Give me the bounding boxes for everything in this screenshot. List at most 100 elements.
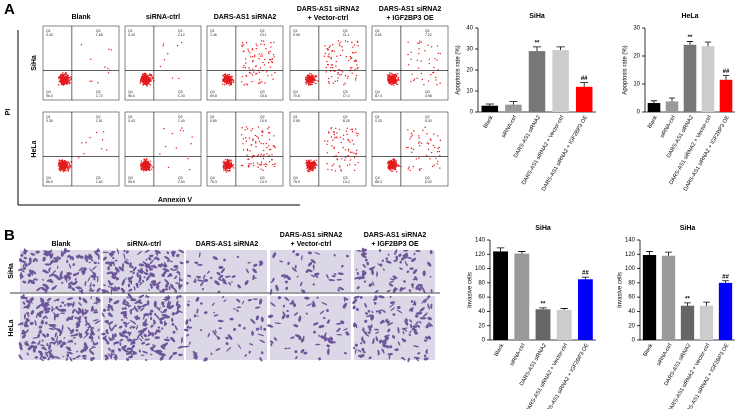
cell <box>108 321 114 325</box>
cell <box>92 319 99 322</box>
cell <box>56 298 60 302</box>
cell <box>398 254 402 257</box>
dot <box>142 164 145 166</box>
dot <box>392 81 394 83</box>
dot <box>356 64 358 66</box>
dot <box>146 160 149 163</box>
cell <box>345 331 350 336</box>
dot <box>332 139 334 141</box>
dot <box>171 77 174 79</box>
cell <box>188 326 193 329</box>
quadrant-value: 1.40 <box>178 119 185 123</box>
cell <box>384 336 390 340</box>
cell <box>250 318 256 324</box>
dot <box>326 60 328 63</box>
quadrant-value: 0.85 <box>210 119 217 123</box>
y-tick-label: 120 <box>475 252 486 258</box>
dot <box>89 136 91 139</box>
dot <box>305 76 307 78</box>
cell <box>113 333 117 338</box>
cell <box>145 258 148 261</box>
dot <box>263 164 265 166</box>
dot <box>268 160 271 163</box>
cell <box>270 342 273 347</box>
cell <box>164 288 169 291</box>
cell <box>285 286 289 291</box>
cell <box>413 356 421 360</box>
cell <box>102 251 109 254</box>
row-label: HeLa <box>31 140 38 157</box>
dot <box>265 165 267 168</box>
cell <box>112 276 117 279</box>
dot <box>140 163 143 166</box>
cell <box>236 298 241 303</box>
dot <box>250 56 252 58</box>
scatter-dots <box>304 40 359 86</box>
dot <box>255 47 258 50</box>
cell <box>377 350 381 355</box>
dot <box>418 52 420 55</box>
cell <box>129 262 132 268</box>
dot <box>89 80 91 82</box>
dot <box>334 80 337 82</box>
dot <box>147 77 149 80</box>
dot <box>246 148 249 150</box>
cell <box>101 312 105 318</box>
dot <box>337 151 340 154</box>
cell <box>72 263 75 267</box>
cell <box>314 252 321 255</box>
dot <box>257 82 260 85</box>
cell <box>352 305 356 310</box>
cell <box>342 302 348 309</box>
dot <box>67 76 69 78</box>
cell <box>199 251 201 258</box>
dot <box>226 166 229 168</box>
x-tick-label: DARS-AS1 siRNA2 + IGF2BP3 OE <box>541 114 589 192</box>
cell <box>126 338 133 342</box>
dot <box>63 161 65 164</box>
dot <box>388 82 391 84</box>
cell <box>44 263 50 266</box>
cell <box>362 327 365 331</box>
cell <box>161 288 165 294</box>
cell <box>154 330 158 336</box>
cell <box>145 268 148 273</box>
dot <box>420 60 422 62</box>
cells <box>182 295 267 362</box>
cell <box>95 248 100 254</box>
cell <box>125 350 129 353</box>
cell <box>245 280 248 284</box>
dot <box>233 81 235 84</box>
dot <box>224 168 226 171</box>
cell <box>171 338 176 343</box>
error-bar <box>686 41 694 45</box>
cell <box>281 274 286 278</box>
cell <box>298 336 302 341</box>
dot <box>305 81 307 83</box>
dot <box>257 154 260 156</box>
dot <box>83 152 85 155</box>
quadrant-name: Q3 <box>260 90 265 94</box>
dot <box>328 46 331 49</box>
cell <box>388 354 391 360</box>
dot <box>252 138 254 140</box>
cell <box>430 303 433 309</box>
cell <box>147 332 154 337</box>
cell <box>135 315 139 321</box>
dot <box>252 59 254 62</box>
cell <box>387 328 391 333</box>
cell <box>155 282 160 286</box>
cell <box>412 325 418 328</box>
cell <box>42 269 49 274</box>
cell <box>374 295 378 300</box>
cell <box>223 299 227 302</box>
cell <box>104 354 109 359</box>
dot <box>263 64 266 66</box>
dot <box>91 80 93 82</box>
dot <box>356 40 358 43</box>
cell <box>110 251 114 257</box>
dot <box>309 81 311 84</box>
dot <box>410 136 412 138</box>
dot <box>66 166 69 168</box>
cell <box>45 316 48 319</box>
